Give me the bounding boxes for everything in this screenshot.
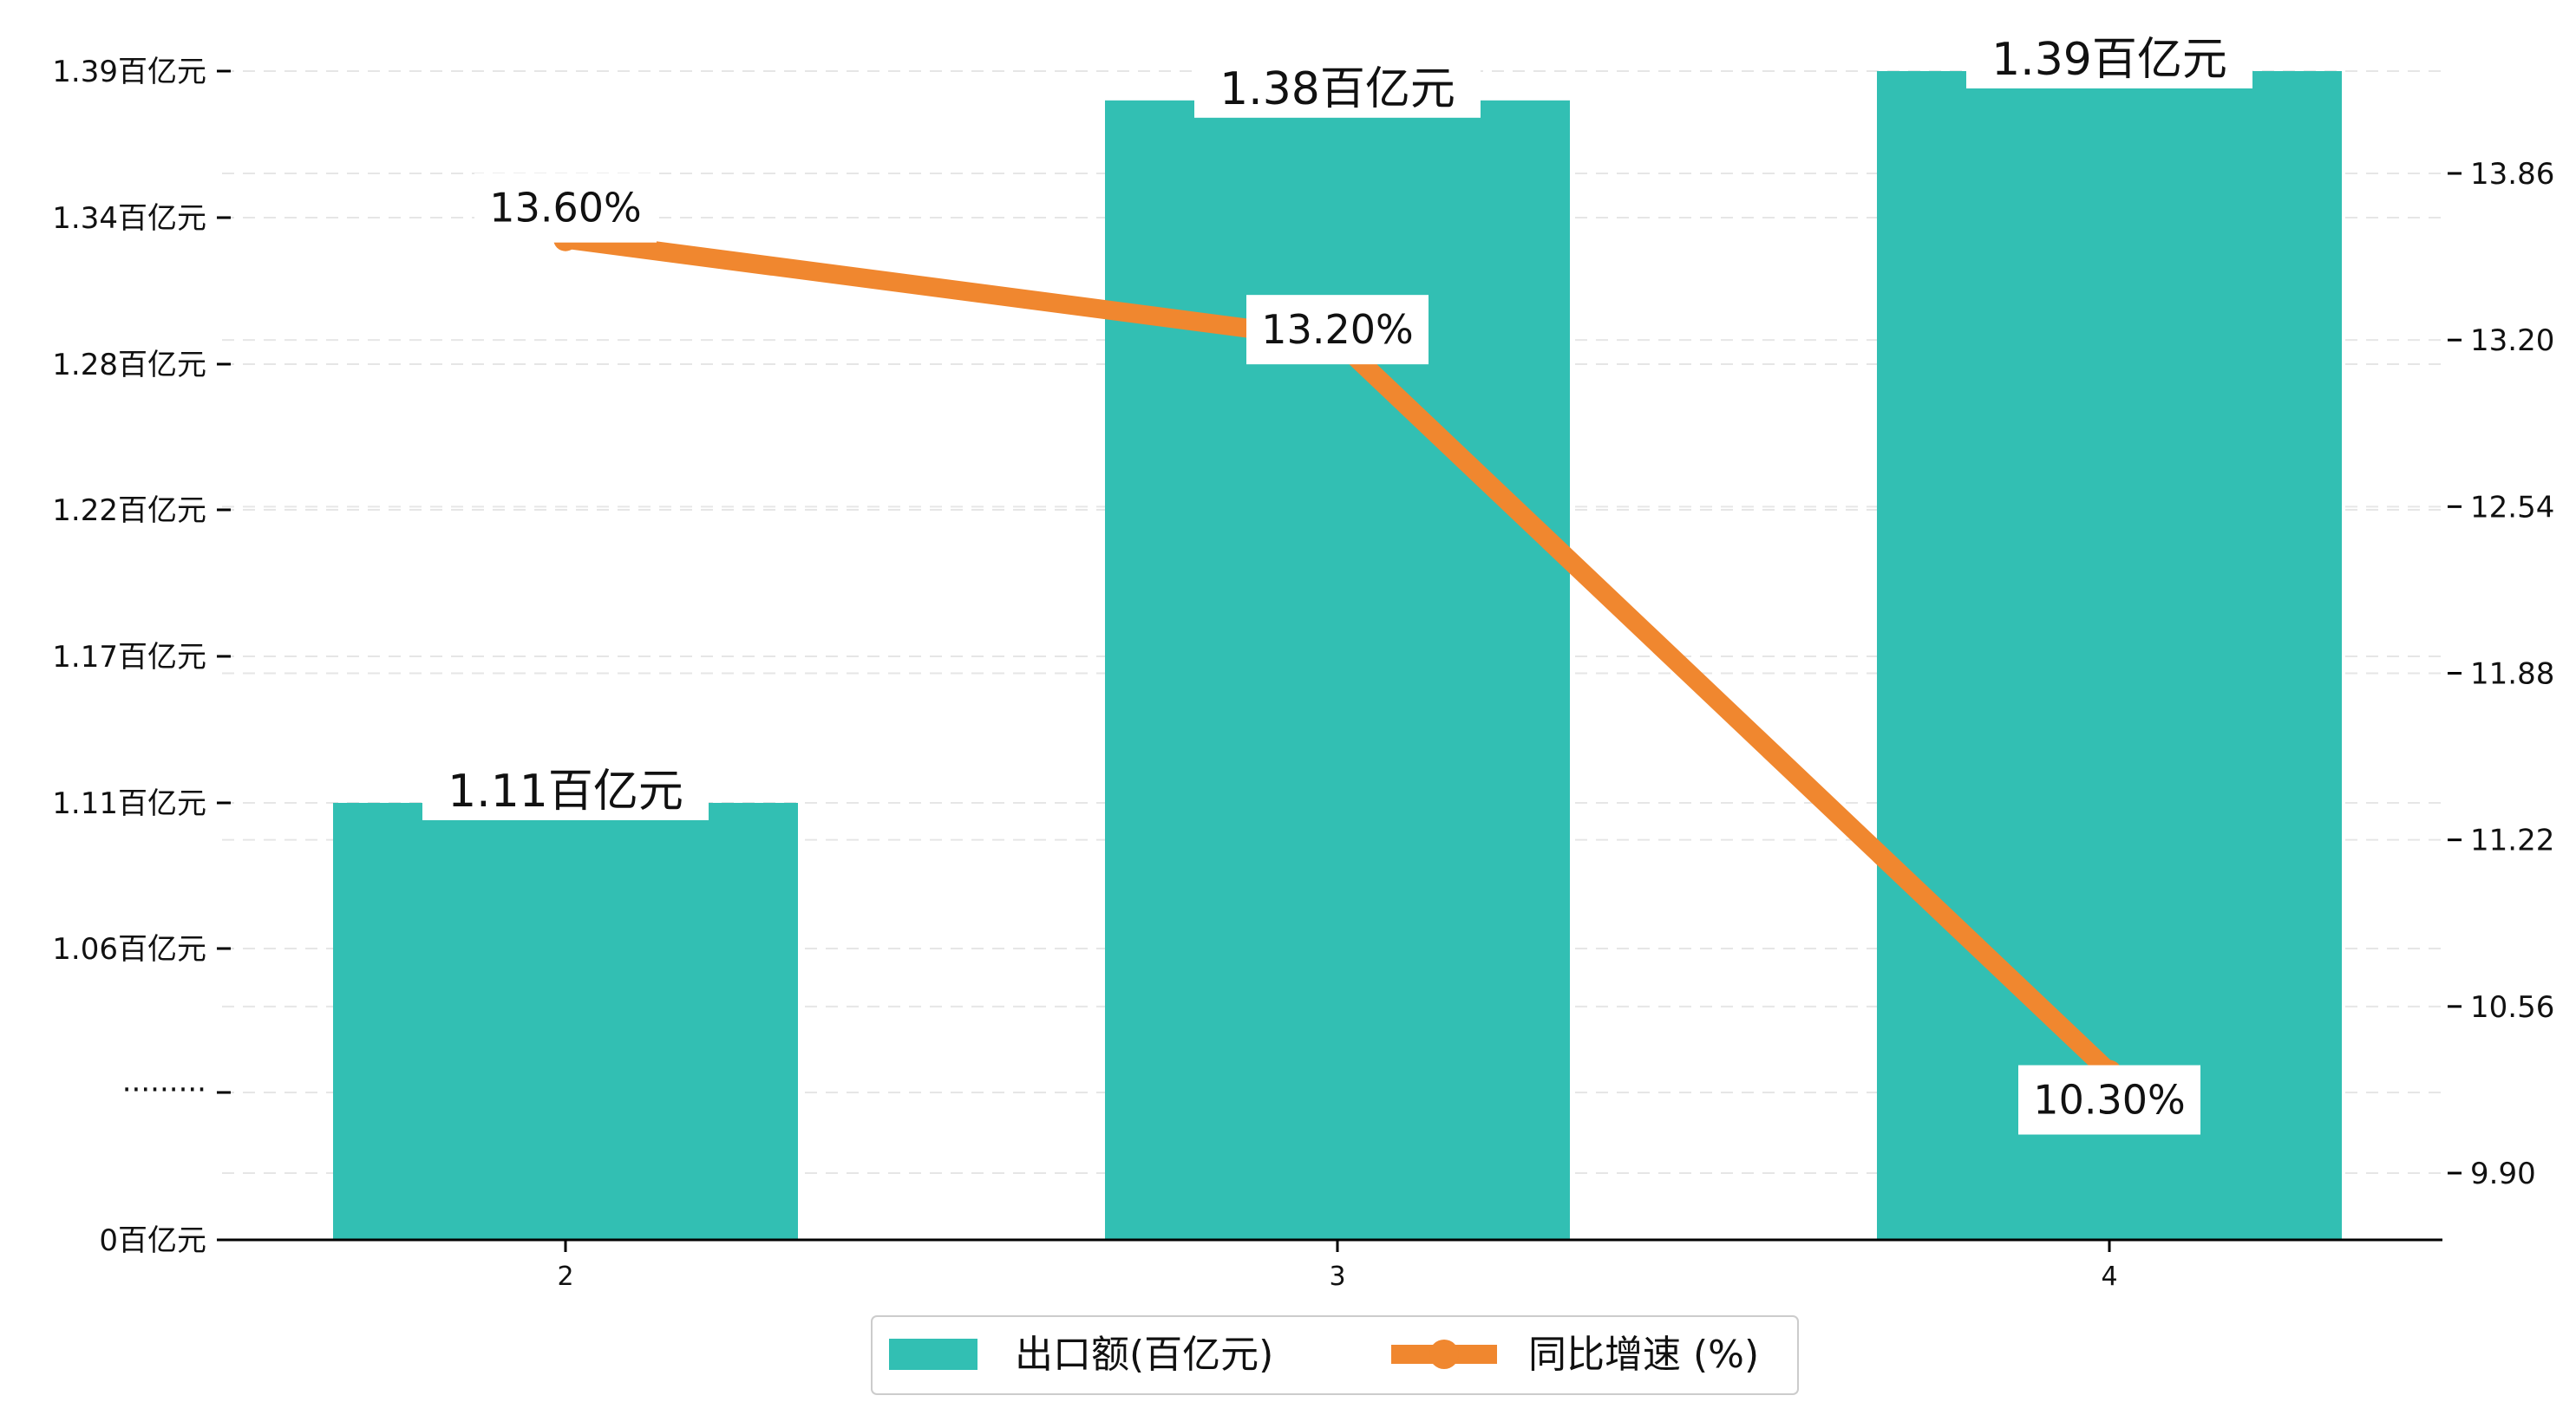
line-label-box [1246,295,1429,365]
bar-label-box [422,763,709,820]
legend-bar-label: 出口额(百亿元) [1015,1333,1273,1377]
line-value-label: 13.60% [489,185,641,231]
axes: 0百亿元 1.06百亿元 1.11百亿元 1.17百亿元 1.22百亿元 1.28百亿元 1… [52,55,2554,1292]
left-tick-label: 1.17百亿元 [52,640,206,675]
bar [1105,100,1570,1240]
legend: 出口额(百亿元) 同比增速 (%) [871,1315,1799,1395]
right-tick-label: 11.22 [2470,824,2554,858]
bar-value-label: 1.39百亿元 [1991,34,2227,86]
data-labels: 1.11百亿元 1.38百亿元 1.39百亿元 13.60% 13.20% 10.30% [422,31,2252,1135]
left-tick-label: 1.28百亿元 [52,348,206,382]
bar-series [333,71,2342,1240]
right-tick-label: 12.54 [2470,490,2554,525]
legend-frame [871,1315,1799,1395]
line-value-label: 10.30% [2033,1077,2185,1124]
line-label-box [2018,1065,2200,1135]
left-tick-label: 1.34百亿元 [52,201,206,236]
line-label-box [474,173,657,243]
right-tick-label: 13.20 [2470,323,2554,358]
bar [333,803,798,1240]
line-value-label: 13.20% [1261,306,1413,353]
bar-value-label: 1.38百亿元 [1219,63,1455,115]
legend-line-label: 同比增速 (%) [1528,1333,1759,1377]
x-tick-label: 4 [2101,1262,2117,1292]
left-tick-label: 1.06百亿元 [52,932,206,967]
right-tick-label: 11.88 [2470,657,2554,692]
bar-value-label: 1.11百亿元 [448,766,683,818]
right-tick-label: 10.56 [2470,990,2554,1025]
x-tick-label: 2 [557,1262,573,1292]
left-tick-label: 1.39百亿元 [52,55,206,89]
x-tick-label: 3 [1329,1262,1345,1292]
left-tick-label: 0百亿元 [99,1223,206,1258]
bar-label-box [1966,31,2252,88]
right-tick-label: 9.90 [2470,1157,2536,1191]
bar-label-box [1194,60,1481,118]
legend-bar-swatch [889,1339,977,1370]
right-tick-label: 13.86 [2470,157,2554,192]
left-tick-label: 1.11百亿元 [52,786,206,821]
legend-line-marker [1429,1340,1459,1369]
left-tick-label: 1.22百亿元 [52,493,206,528]
bar [1877,71,2342,1240]
axis-break-label: ········· [122,1073,206,1107]
